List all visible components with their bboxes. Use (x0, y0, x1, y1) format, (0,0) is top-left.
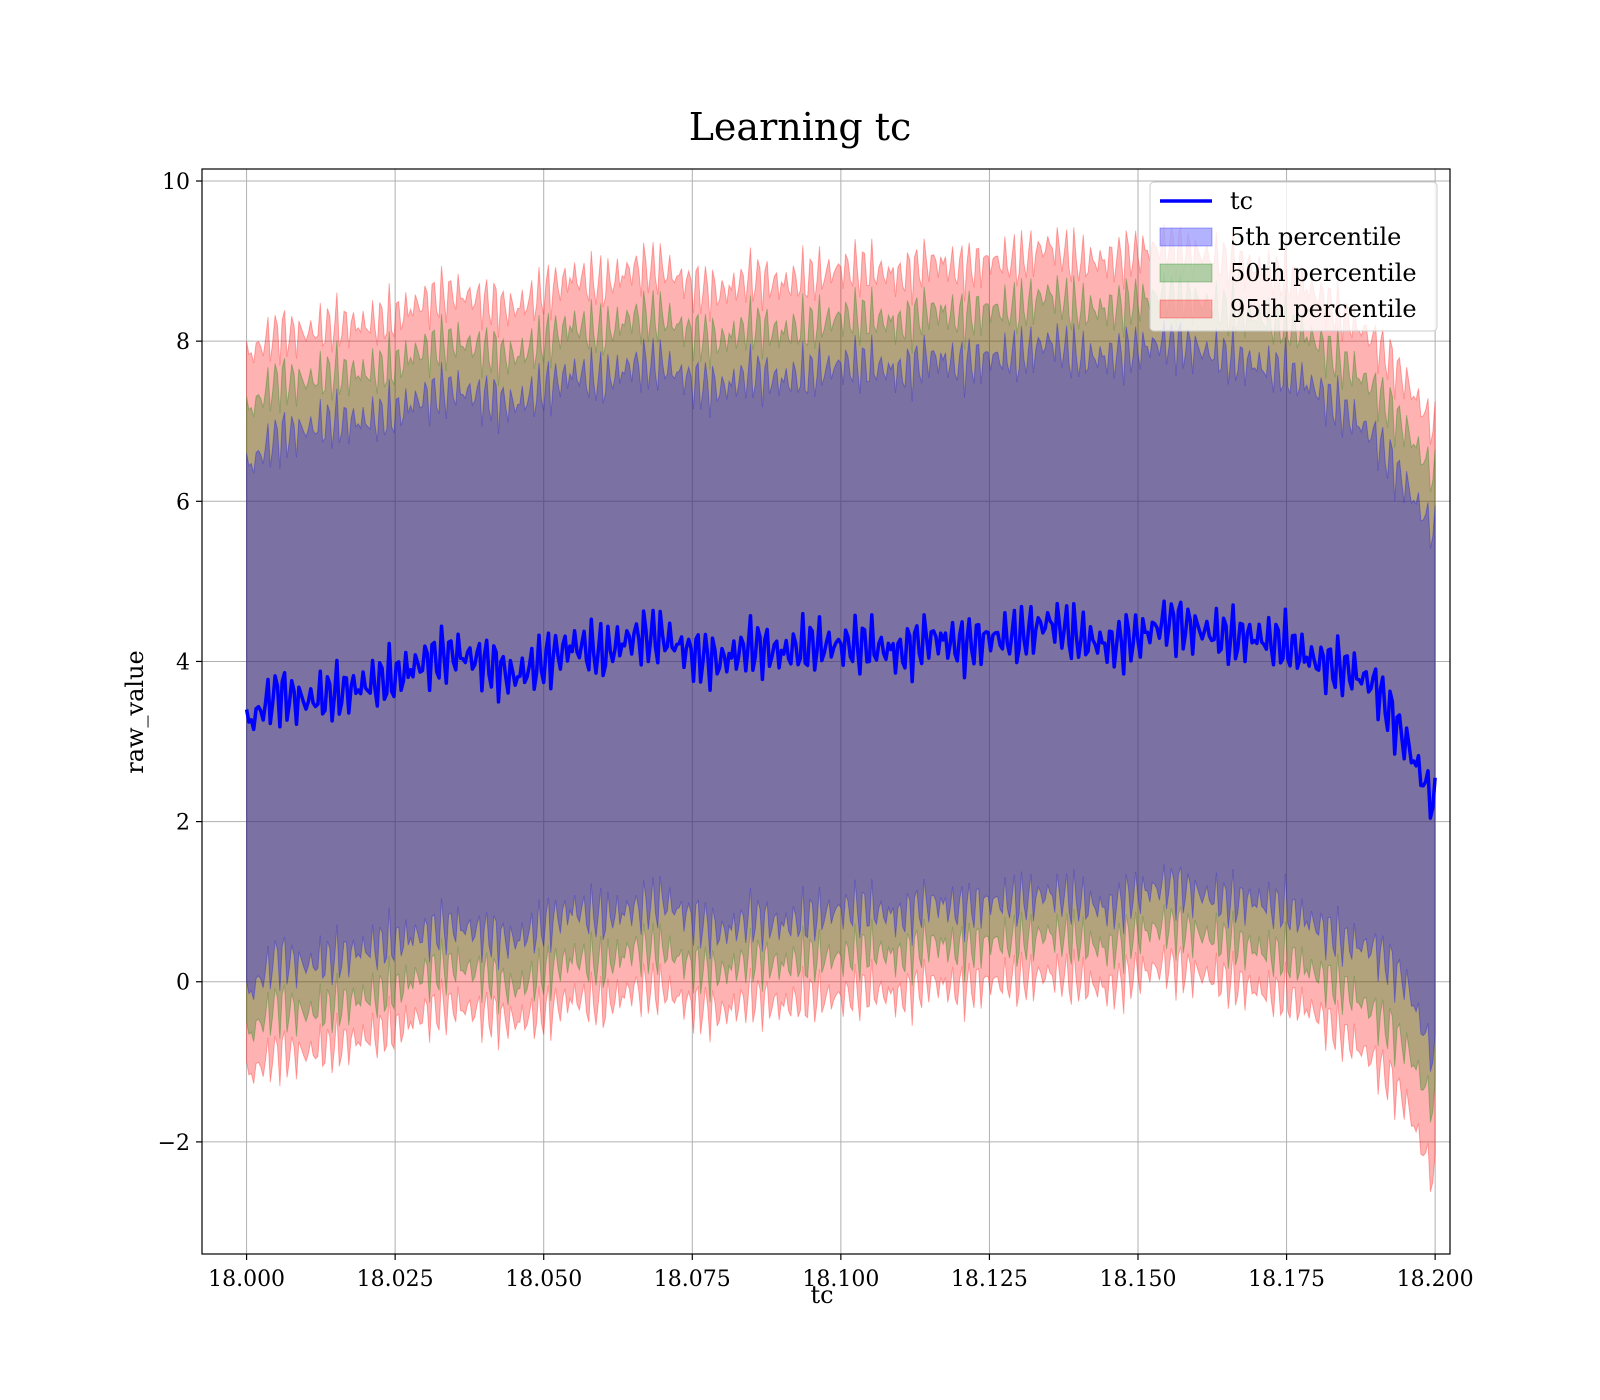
grid (202, 169, 1450, 1254)
tc-line-layer (244, 599, 1437, 820)
band-50th-percentile (246, 271, 1436, 1123)
x-tick-label: 18.000 (208, 1267, 285, 1292)
plot-frame (201, 168, 1451, 1255)
legend-label: 5th percentile (1230, 223, 1401, 251)
x-tick-label: 18.050 (505, 1267, 582, 1292)
chart-title: Learning tc (689, 105, 912, 149)
series-line-tc (244, 599, 1437, 820)
x-axis-title: tc (810, 1281, 833, 1309)
y-tick-label: −2 (158, 1131, 190, 1156)
legend: tc 5th percentile 50th percentile 95th perc… (1149, 181, 1438, 332)
y-tick-label: 4 (176, 650, 190, 675)
legend-label: 95th percentile (1230, 295, 1417, 323)
x-tick-label: 18.100 (802, 1267, 879, 1292)
x-tick-label: 18.150 (1100, 1267, 1177, 1292)
legend-label: 50th percentile (1230, 259, 1417, 287)
y-axis-ticks: −2 0 2 4 6 8 10 (158, 170, 202, 1156)
x-tick-label: 18.175 (1248, 1267, 1325, 1292)
x-tick-label: 18.125 (951, 1267, 1028, 1292)
x-tick-label: 18.075 (654, 1267, 731, 1292)
x-tick-label: 18.200 (1397, 1267, 1474, 1292)
y-tick-label: 8 (176, 330, 190, 355)
legend-swatch-band (1159, 299, 1213, 319)
band-5th-percentile (246, 319, 1436, 1072)
y-tick-label: 6 (176, 490, 190, 515)
legend-swatch-band (1159, 227, 1213, 247)
percentile-bands (246, 223, 1436, 1193)
y-axis-title: raw_value (121, 650, 149, 774)
legend-swatch-band (1159, 263, 1213, 283)
x-tick-label: 18.025 (357, 1267, 434, 1292)
band-95th-percentile (246, 223, 1436, 1193)
y-tick-label: 2 (176, 811, 190, 836)
legend-label: tc (1230, 187, 1253, 215)
legend-box (1149, 181, 1438, 332)
y-tick-label: 10 (162, 170, 190, 195)
x-axis-ticks: 18.000 18.025 18.050 18.075 18.100 18.125 18.1… (208, 1254, 1474, 1292)
y-tick-label: 0 (176, 971, 190, 996)
